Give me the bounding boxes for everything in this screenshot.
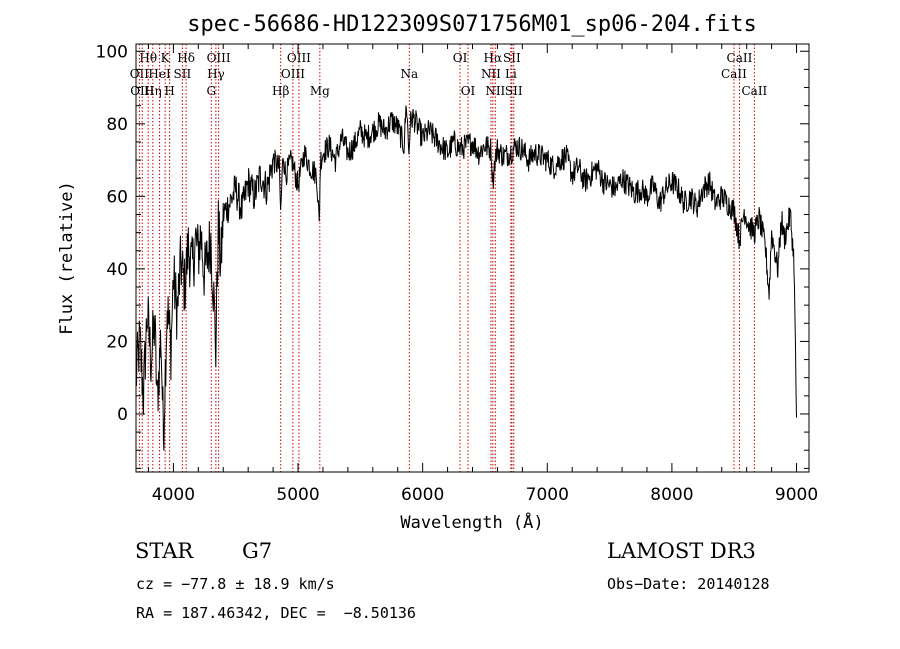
spectral-line-label: Mg (310, 84, 330, 98)
object-subclass: G7 (242, 539, 273, 563)
object-class: STAR (135, 539, 194, 563)
y-axis: 0 20 40 60 80 100 (96, 42, 809, 469)
x-tick-label: 6000 (401, 485, 444, 505)
plot-frame (135, 43, 810, 473)
spectrum-chart: spec-56686-HD122309S071756M01_sp06-204.f… (57, 12, 818, 533)
spectral-line-label: SII (174, 67, 192, 81)
spectral-line-label: NII (481, 67, 501, 81)
spectral-line-label: K (161, 51, 171, 65)
spectral-line-label: CaII (727, 51, 753, 65)
spectral-line-label: OIII (287, 51, 311, 65)
spectral-line-label: Hη (144, 84, 162, 98)
chart-title: spec-56686-HD122309S071756M01_sp06-204.f… (187, 12, 757, 37)
y-tick-label: 20 (106, 332, 128, 352)
spectral-line-label: OI (461, 84, 476, 98)
spectral-line-label: Hγ (207, 67, 225, 81)
spectral-line-label: OIII (207, 51, 231, 65)
x-tick-label: 9000 (775, 485, 818, 505)
spectral-line-label: Hα (484, 51, 503, 65)
spectral-line-label: Li (505, 67, 517, 81)
x-axis-label: Wavelength (Å) (400, 511, 543, 533)
x-tick-label: 4000 (152, 485, 195, 505)
spectral-line-label: OI (453, 51, 468, 65)
spectral-line-label: OIII (281, 67, 305, 81)
y-tick-label: 40 (106, 260, 128, 280)
spectral-line-label: Na (400, 67, 418, 81)
spectral-line-label: OII (130, 67, 150, 81)
spectrum-series (135, 105, 797, 451)
spectrum-line (135, 105, 797, 451)
y-tick-label: 0 (117, 405, 128, 425)
spectral-line-label: G (206, 84, 216, 98)
spectral-line-label: NII (485, 84, 505, 98)
ra-dec: RA = 187.46342, DEC = −8.50136 (136, 604, 416, 622)
spectral-line-label: CaII (741, 84, 767, 98)
survey-name: LAMOST DR3 (607, 539, 756, 563)
spectral-line-label: CaII (721, 67, 747, 81)
redshift-velocity: cz = −77.8 ± 18.9 km/s (136, 575, 335, 593)
x-tick-label: 7000 (526, 485, 569, 505)
spectral-line-label: H (164, 84, 174, 98)
observation-date: Obs−Date: 20140128 (607, 575, 770, 593)
spectral-line-label: HeI (148, 67, 171, 81)
x-axis: 4000 5000 6000 7000 8000 9000 (147, 44, 818, 505)
x-tick-label: 8000 (650, 485, 693, 505)
y-tick-label: 80 (106, 115, 128, 135)
y-tick-label: 100 (96, 42, 128, 62)
y-tick-label: 60 (106, 187, 128, 207)
y-axis-label: Flux (relative) (57, 181, 77, 335)
spectral-line-label: SII (505, 84, 523, 98)
spectral-line-label: SII (503, 51, 521, 65)
x-tick-label: 5000 (276, 485, 319, 505)
spectral-line-label: Hδ (177, 51, 195, 65)
spectral-line-label: Hβ (272, 84, 289, 98)
